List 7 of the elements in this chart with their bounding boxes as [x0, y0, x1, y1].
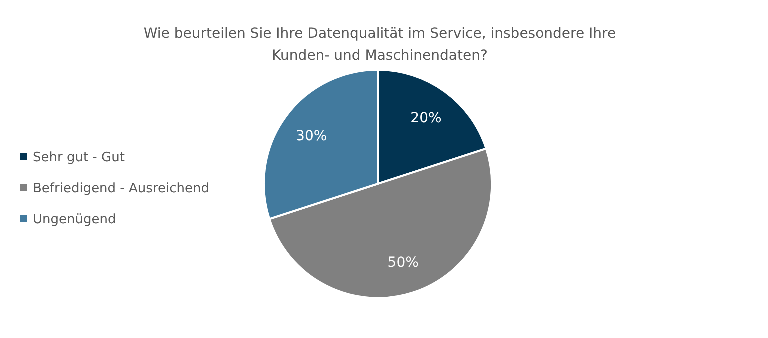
legend-label: Sehr gut - Gut	[33, 150, 125, 166]
chart-title: Wie beurteilen Sie Ihre Datenqualität im Service, insbesondere Ihre Kunden- und Maschinendaten?	[144, 26, 616, 64]
legend-label: Befriedigend - Ausreichend	[33, 182, 210, 197]
legend-label: Ungenügend	[33, 212, 116, 228]
data-label: 20%	[410, 110, 442, 126]
data-label: 50%	[388, 254, 419, 271]
data-label: 30%	[296, 128, 328, 145]
